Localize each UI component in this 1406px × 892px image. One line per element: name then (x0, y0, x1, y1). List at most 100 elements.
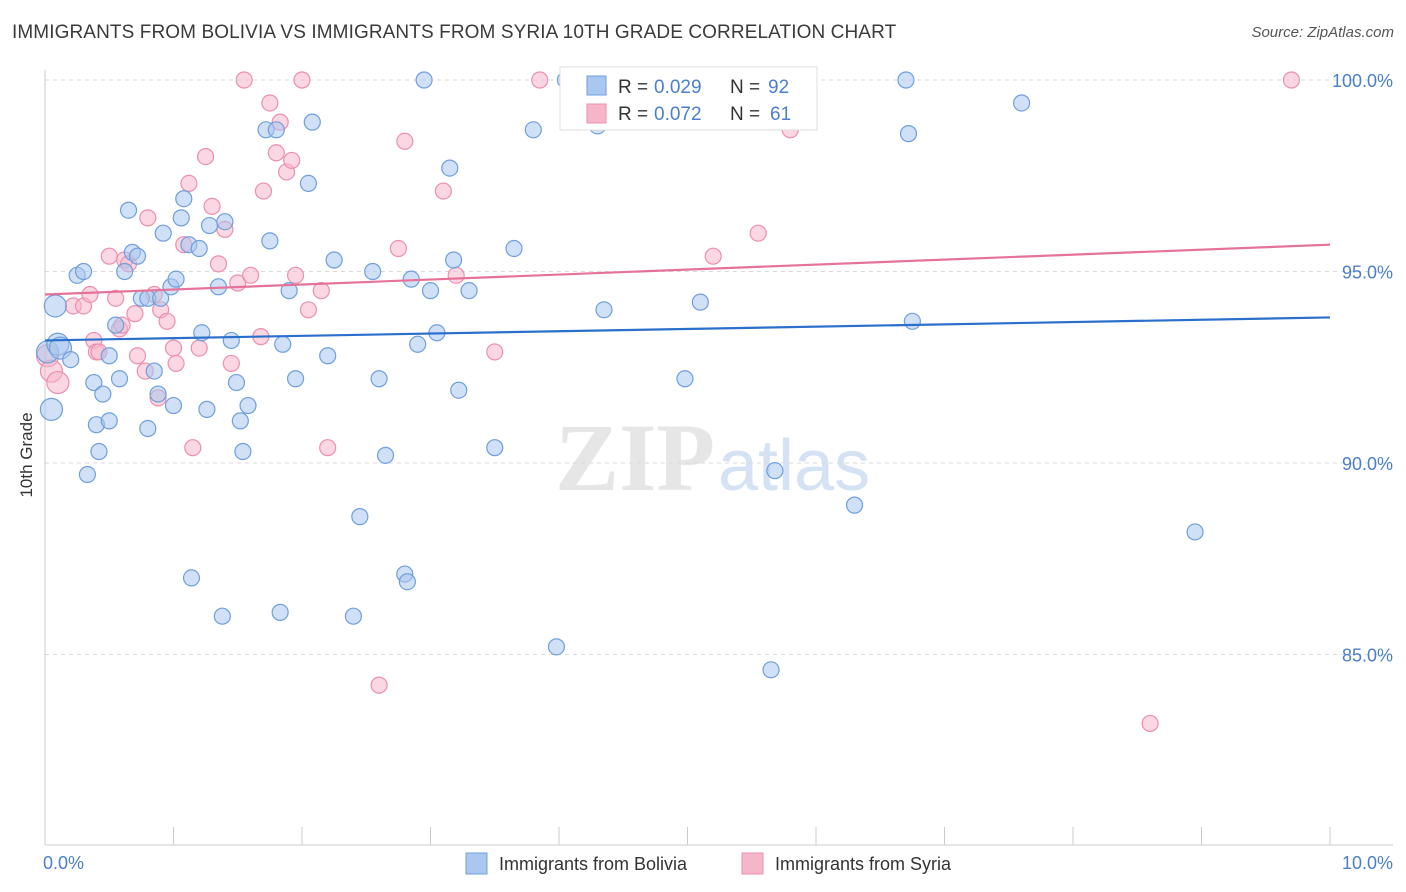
data-point (254, 182, 273, 200)
data-point (74, 262, 93, 281)
data-point (90, 442, 108, 461)
data-point (164, 396, 183, 415)
data-point (762, 661, 780, 679)
data-point (299, 301, 318, 319)
data-point (271, 603, 289, 621)
data-point (524, 121, 542, 139)
data-point (376, 446, 395, 464)
data-point (286, 266, 305, 284)
data-point (897, 71, 915, 89)
data-point (158, 312, 176, 330)
data-point (78, 465, 97, 484)
axes (44, 70, 1393, 846)
data-point (164, 339, 183, 357)
data-point (261, 94, 279, 112)
data-point (126, 305, 144, 323)
data-point (303, 113, 321, 131)
data-point (1186, 523, 1204, 541)
y-tick-label: 100.0% (1332, 71, 1393, 91)
data-point (128, 347, 147, 365)
data-point (216, 213, 234, 231)
data-point (182, 569, 201, 587)
legend-swatch-syria (586, 103, 607, 124)
data-point (370, 676, 388, 694)
data-point (119, 201, 138, 219)
legend-n-label-syria: N = (730, 104, 760, 125)
data-point (486, 343, 504, 361)
data-point (344, 607, 362, 625)
data-point (85, 373, 103, 392)
data-point (154, 224, 172, 242)
data-point (145, 362, 163, 380)
data-point (231, 412, 249, 430)
data-point (319, 347, 337, 365)
data-point (389, 239, 407, 258)
data-point (845, 496, 864, 514)
data-point (239, 396, 257, 415)
data-point (94, 385, 112, 403)
data-point (213, 607, 231, 625)
legend-n-label-bolivia: N = (730, 77, 760, 98)
legend-n-value-bolivia: 92 (768, 77, 789, 98)
legend-n-value-syria: 61 (770, 104, 791, 125)
data-point (1282, 71, 1301, 89)
data-point (691, 293, 709, 311)
data-point (100, 247, 118, 265)
data-point (172, 209, 190, 227)
data-point (267, 144, 285, 162)
data-point (203, 197, 221, 215)
data-point (283, 151, 301, 170)
data-point (43, 294, 67, 318)
data-point (704, 247, 722, 265)
data-point (319, 439, 337, 457)
watermark: ZIP atlas (555, 404, 870, 511)
series-bolivia (35, 71, 1204, 679)
data-point (139, 419, 157, 438)
data-point (100, 412, 118, 430)
data-point (505, 239, 523, 258)
data-point (110, 370, 129, 388)
data-point (312, 282, 330, 300)
watermark-atlas: atlas (718, 426, 870, 506)
data-point (227, 373, 246, 392)
legend-r-value-syria: 0.072 (654, 104, 702, 125)
data-point (184, 439, 202, 457)
data-point (595, 301, 613, 319)
data-point (293, 71, 311, 89)
data-point (175, 190, 193, 208)
watermark-zip: ZIP (555, 404, 715, 511)
data-point (1012, 94, 1031, 112)
data-point (547, 638, 566, 656)
data-point (486, 439, 504, 457)
data-point (81, 285, 99, 304)
chart-title: IMMIGRANTS FROM BOLIVIA VS IMMIGRANTS FR… (12, 22, 897, 43)
data-point (447, 266, 465, 284)
data-point (116, 262, 134, 281)
data-point (62, 350, 80, 369)
trendline-bolivia (44, 316, 1331, 342)
data-point (409, 335, 427, 353)
data-point (39, 397, 64, 421)
y-tick-label: 90.0% (1342, 454, 1393, 474)
data-point (222, 354, 240, 373)
data-point (100, 347, 118, 365)
data-point (370, 370, 388, 388)
data-point (234, 442, 252, 461)
data-point (450, 381, 468, 399)
bottom-legend-swatch-bolivia (465, 852, 488, 875)
data-point (274, 335, 292, 353)
source-credit: Source: ZipAtlas.com (1251, 24, 1394, 41)
data-point (434, 182, 452, 200)
bottom-legend-label-bolivia: Immigrants from Bolivia (499, 854, 688, 874)
data-point (139, 209, 157, 227)
data-point (441, 159, 459, 177)
trendlines (44, 243, 1331, 342)
y-tick-label: 95.0% (1342, 263, 1393, 283)
series-syria (35, 71, 1301, 733)
data-point (749, 224, 767, 242)
data-point (899, 125, 918, 143)
data-point (46, 370, 70, 395)
data-point (325, 251, 343, 269)
data-point (209, 255, 228, 273)
